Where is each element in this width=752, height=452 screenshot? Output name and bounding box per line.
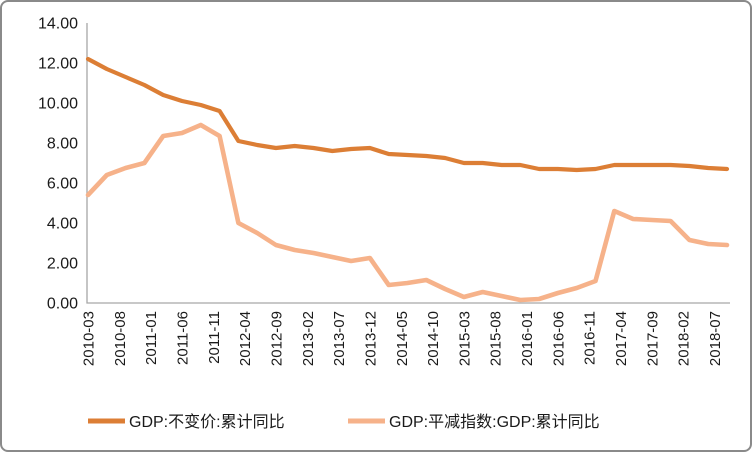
- x-axis-tick-label: 2011-01: [143, 311, 160, 365]
- x-axis-tick-label: 2015-08: [488, 311, 505, 366]
- x-axis-tick-label: 2010-08: [112, 311, 129, 366]
- x-axis-tick-label: 2018-07: [707, 311, 724, 366]
- axis-lines: [86, 23, 730, 304]
- x-axis-tick-label: 2013-02: [300, 311, 317, 366]
- x-axis-tick-label: 2011-06: [174, 311, 191, 365]
- x-axis-tick-label: 2012-09: [268, 311, 285, 366]
- axes: [86, 23, 730, 304]
- x-axis-tick-label: 2013-07: [331, 311, 348, 366]
- x-axis-tick-label: 2011-11: [206, 311, 223, 364]
- x-axis-tick-label: 2017-09: [644, 311, 661, 366]
- x-axis-tick-label: 2015-03: [456, 311, 473, 366]
- chart-legend: GDP:不变价:累计同比 GDP:平减指数:GDP:累计同比: [88, 413, 600, 431]
- y-axis-tick-label: 12.00: [38, 56, 78, 73]
- x-axis-tick-label: 2016-06: [550, 311, 567, 366]
- legend-label-gdp-constant-price: GDP:不变价:累计同比: [129, 413, 285, 431]
- x-axis-tick-label: 2016-01: [519, 311, 536, 366]
- x-axis-tick-label: 2017-04: [613, 311, 630, 366]
- y-axis-tick-label: 2.00: [47, 256, 78, 273]
- series-line-1: [85, 122, 730, 303]
- x-axis-tick-label: 2014-10: [425, 311, 442, 366]
- axis-tick-labels: 0.00 2.00 4.00 6.00 8.00 10.00 12.00 14.00 2010-…: [38, 16, 724, 367]
- y-axis-tick-label: 14.00: [38, 16, 78, 33]
- x-axis-tick-label: 2018-02: [676, 311, 693, 366]
- legend-label-gdp-deflator: GDP:平减指数:GDP:累计同比: [389, 413, 600, 431]
- series-line-0: [85, 56, 730, 173]
- y-axis-tick-label: 10.00: [38, 96, 78, 113]
- y-axis-tick-label: 0.00: [47, 296, 78, 313]
- x-axis-tick-label: 2010-03: [81, 311, 98, 366]
- y-axis-tick-label: 8.00: [47, 136, 78, 153]
- series-lines: [85, 56, 730, 303]
- y-axis-tick-label: 6.00: [47, 176, 78, 193]
- x-axis-tick-label: 2012-04: [237, 311, 254, 366]
- x-axis-tick-label: 2014-05: [394, 311, 411, 366]
- x-axis-tick-label: 2016-11: [582, 311, 599, 365]
- y-axis-tick-label: 4.00: [47, 216, 78, 233]
- x-axis-tick-label: 2013-12: [362, 311, 379, 366]
